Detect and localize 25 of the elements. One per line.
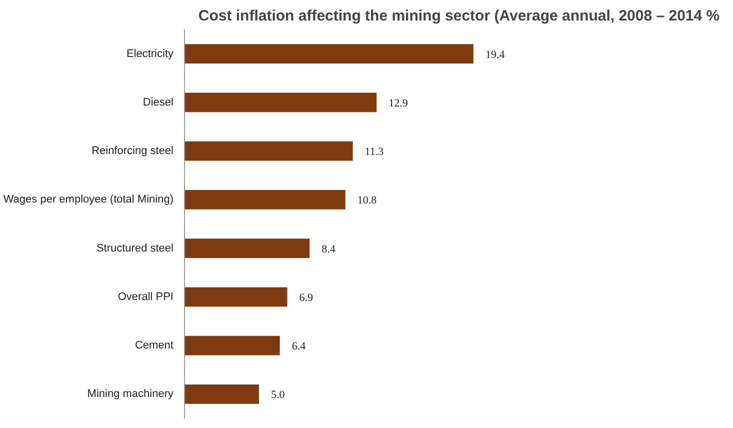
y-tick-label: Mining machinery (87, 388, 174, 400)
y-tick-label: Reinforcing steel (92, 145, 174, 158)
bar (184, 141, 353, 161)
data-label: 8.4 (322, 243, 336, 256)
bar (184, 190, 346, 210)
bar (184, 336, 280, 356)
bar (184, 287, 288, 307)
data-label: 11.3 (364, 146, 384, 158)
data-label: 12.9 (388, 97, 408, 110)
y-tick-label: Overall PPI (118, 290, 174, 303)
bar (184, 384, 259, 404)
bar (184, 238, 310, 258)
data-label: 5.0 (270, 389, 286, 402)
chart-title: Cost inflation affecting the mining sector (Average annual, 2008 – 2014 % (198, 8, 720, 24)
y-tick-label: Structured steel (96, 242, 174, 254)
bar (184, 92, 377, 112)
y-tick-label: Wages per employee (total Mining) (3, 194, 174, 206)
data-label: 10.8 (357, 194, 378, 207)
y-tick-label: Electricity (126, 48, 174, 60)
y-tick-label: Diesel (142, 96, 174, 108)
data-label: 19.4 (485, 48, 506, 61)
data-label: 6.4 (292, 340, 306, 353)
data-label: 6.9 (299, 292, 314, 304)
y-tick-label: Cement (134, 340, 174, 352)
bar (184, 44, 474, 64)
